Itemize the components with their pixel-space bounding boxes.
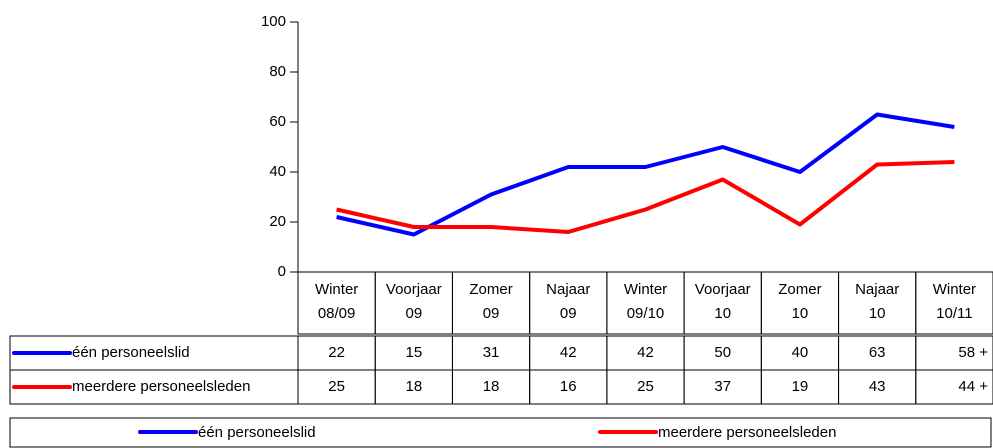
x-tick-label: 09/10 [627,305,665,322]
table-value: 25 [637,378,654,395]
x-tick-label: 10 [792,305,809,322]
x-tick-label: Zomer [469,281,512,298]
x-tick-label: Winter [933,281,976,298]
table-value: 37 [714,378,731,395]
table-value: 16 [560,378,577,395]
table-value: 63 [869,344,886,361]
y-tick-label: 20 [269,213,286,230]
x-tick-label: 09 [405,305,422,322]
x-tick-label: Voorjaar [386,281,442,298]
y-tick-label: 100 [261,13,286,30]
legend-label: één personeelslid [198,424,316,441]
table-value: 25 [328,378,345,395]
x-tick-label: 08/09 [318,305,356,322]
x-tick-label: 10 [869,305,886,322]
x-tick-label: Zomer [778,281,821,298]
x-tick-label: 09 [560,305,577,322]
table-value: 43 [869,378,886,395]
series-line [336,160,955,234]
table-value: 18 [483,378,500,395]
table-value: 50 [714,344,731,361]
table-value: 31 [483,344,500,361]
legend-label: meerdere personeelsleden [658,424,836,441]
table-value: 44 + [958,378,988,395]
table-value: 19 [792,378,809,395]
row-label: meerdere personeelsleden [72,378,250,395]
x-tick-label: Najaar [855,281,899,298]
legend-box [9,417,992,448]
table-value: 40 [792,344,809,361]
table-value: 18 [405,378,422,395]
y-tick-label: 80 [269,63,286,80]
x-tick-label: 10/11 [936,305,972,322]
table-value: 42 [637,344,654,361]
table-value: 22 [328,344,345,361]
table-value: 42 [560,344,577,361]
x-tick-label: Winter [315,281,358,298]
x-tick-label: Voorjaar [695,281,751,298]
x-tick-label: 09 [483,305,500,322]
series-line [336,112,955,237]
y-tick-label: 0 [278,263,286,280]
x-tick-label: Winter [624,281,667,298]
x-tick-label: 10 [714,305,731,322]
y-tick-label: 60 [269,113,286,130]
row-label: één personeelslid [72,344,190,361]
x-tick-label: Najaar [546,281,590,298]
table-value: 58 + [958,344,988,361]
table-value: 15 [405,344,422,361]
y-tick-label: 40 [269,163,286,180]
